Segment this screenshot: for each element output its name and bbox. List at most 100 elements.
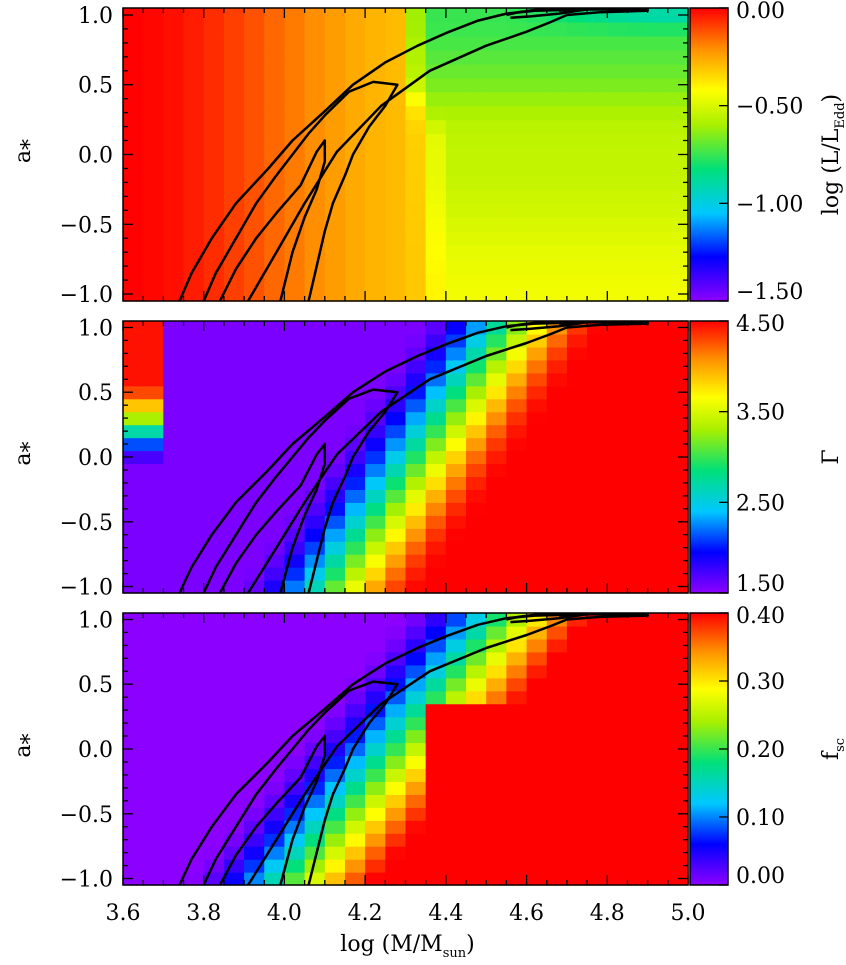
heatmap-cell bbox=[123, 287, 144, 302]
heatmap-cell bbox=[506, 742, 528, 757]
heatmap-cell bbox=[486, 273, 507, 288]
heatmap-cell bbox=[385, 105, 407, 121]
heatmap-cell bbox=[405, 515, 427, 529]
heatmap-cell bbox=[385, 703, 407, 718]
heatmap-cell bbox=[445, 245, 467, 260]
heatmap-cell bbox=[123, 463, 144, 478]
heatmap-cell bbox=[223, 424, 245, 439]
heatmap-cell bbox=[385, 8, 407, 23]
heatmap-cell bbox=[546, 528, 568, 542]
panel-photon-index: 1.00.50.0−0.5−1.0 a * 4.503.502.501.50 Γ bbox=[11, 312, 844, 601]
heatmap-cell bbox=[405, 489, 427, 503]
heatmap-cell bbox=[546, 742, 568, 757]
heatmap-cell bbox=[566, 359, 588, 374]
heatmap-cell bbox=[607, 567, 629, 581]
heatmap-cell bbox=[647, 846, 669, 860]
heatmap-cell bbox=[506, 450, 528, 465]
heatmap-cell bbox=[264, 359, 286, 374]
heatmap-cell bbox=[546, 651, 568, 666]
heatmap-cell bbox=[143, 450, 164, 465]
heatmap-cell bbox=[546, 203, 568, 218]
heatmap-cell bbox=[566, 755, 588, 770]
heatmap-cell bbox=[223, 147, 245, 163]
heatmap-cell bbox=[264, 372, 286, 387]
heatmap-cell bbox=[223, 613, 245, 627]
heatmap-cell bbox=[183, 515, 205, 529]
heatmap-cell bbox=[627, 703, 649, 718]
heatmap-cell bbox=[304, 385, 326, 400]
x-axis: 3.6 3.8 4.0 4.2 4.4 4.6 4.8 5.0 bbox=[106, 613, 706, 926]
heatmap-cell bbox=[587, 411, 608, 426]
heatmap-cell bbox=[526, 820, 548, 834]
heatmap-cell bbox=[304, 846, 326, 860]
heatmap-cell bbox=[667, 49, 689, 65]
heatmap-cell bbox=[304, 664, 326, 679]
heatmap-cell bbox=[667, 398, 689, 413]
heatmap-cell bbox=[183, 346, 205, 361]
heatmap-cell bbox=[264, 716, 286, 731]
heatmap-cell bbox=[587, 161, 608, 177]
heatmap-cell bbox=[385, 567, 407, 581]
heatmap-cell bbox=[546, 35, 568, 51]
heatmap-cell bbox=[304, 49, 326, 65]
heatmap-cell bbox=[183, 398, 205, 413]
heatmap-cell bbox=[264, 638, 286, 653]
heatmap-cell bbox=[123, 476, 144, 490]
heatmap-cell bbox=[526, 287, 548, 302]
heatmap-cell bbox=[264, 742, 286, 757]
heatmap-cell bbox=[526, 372, 548, 387]
heatmap-cell bbox=[123, 189, 144, 204]
heatmap-cell bbox=[445, 638, 467, 653]
heatmap-cell bbox=[445, 703, 467, 718]
heatmap-cell bbox=[506, 411, 528, 426]
heatmap-cell bbox=[506, 502, 528, 516]
heatmap-cell bbox=[546, 476, 568, 490]
heatmap-cell bbox=[143, 690, 164, 705]
heatmap-cell bbox=[647, 217, 669, 232]
heatmap-cell bbox=[627, 807, 649, 821]
heatmap-cell bbox=[244, 859, 265, 873]
heatmap-cell bbox=[264, 833, 286, 847]
heatmap-cell bbox=[223, 729, 245, 744]
heatmap-cell bbox=[143, 833, 164, 847]
heatmap-cell bbox=[667, 245, 689, 260]
heatmap-cell bbox=[183, 703, 205, 718]
heatmap-cell bbox=[627, 147, 649, 163]
heatmap-cell bbox=[385, 217, 407, 232]
heatmap-cell bbox=[284, 690, 306, 705]
heatmap-cell bbox=[223, 105, 245, 121]
heatmap-cell bbox=[587, 528, 608, 542]
heatmap-cell bbox=[486, 690, 507, 705]
heatmap-cell bbox=[183, 625, 205, 640]
heatmap-cell bbox=[425, 729, 447, 744]
heatmap-cell bbox=[405, 690, 427, 705]
heatmap-cell bbox=[566, 333, 588, 348]
heatmap-cell bbox=[466, 463, 487, 478]
heatmap-cell bbox=[526, 703, 548, 718]
heatmap-cell bbox=[647, 245, 669, 260]
heatmap-cell bbox=[486, 333, 507, 348]
heatmap-cell bbox=[324, 424, 346, 439]
heatmap-cell bbox=[627, 463, 649, 478]
heatmap-cell bbox=[647, 8, 669, 23]
heatmap-cell bbox=[587, 450, 608, 465]
heatmap-cell bbox=[466, 35, 487, 51]
heatmap-cell bbox=[223, 91, 245, 107]
heatmap-cell bbox=[667, 489, 689, 503]
heatmap-cell bbox=[587, 690, 608, 705]
heatmap-cell bbox=[607, 781, 629, 795]
y-tick-label: 1.0 bbox=[78, 316, 113, 341]
heatmap-cell bbox=[385, 463, 407, 478]
heatmap-cell bbox=[627, 385, 649, 400]
heatmap-cell bbox=[607, 385, 629, 400]
heatmap-cell bbox=[506, 846, 528, 860]
heatmap-cell bbox=[425, 321, 447, 335]
heatmap-cell bbox=[587, 424, 608, 439]
heatmap-cell bbox=[385, 273, 407, 288]
heatmap-cell bbox=[445, 203, 467, 218]
heatmap-cell bbox=[405, 872, 427, 886]
y-tick-label: 1.0 bbox=[78, 4, 113, 29]
heatmap-cell bbox=[526, 794, 548, 808]
heatmap-cell bbox=[526, 359, 548, 374]
heatmap-cell bbox=[183, 690, 205, 705]
